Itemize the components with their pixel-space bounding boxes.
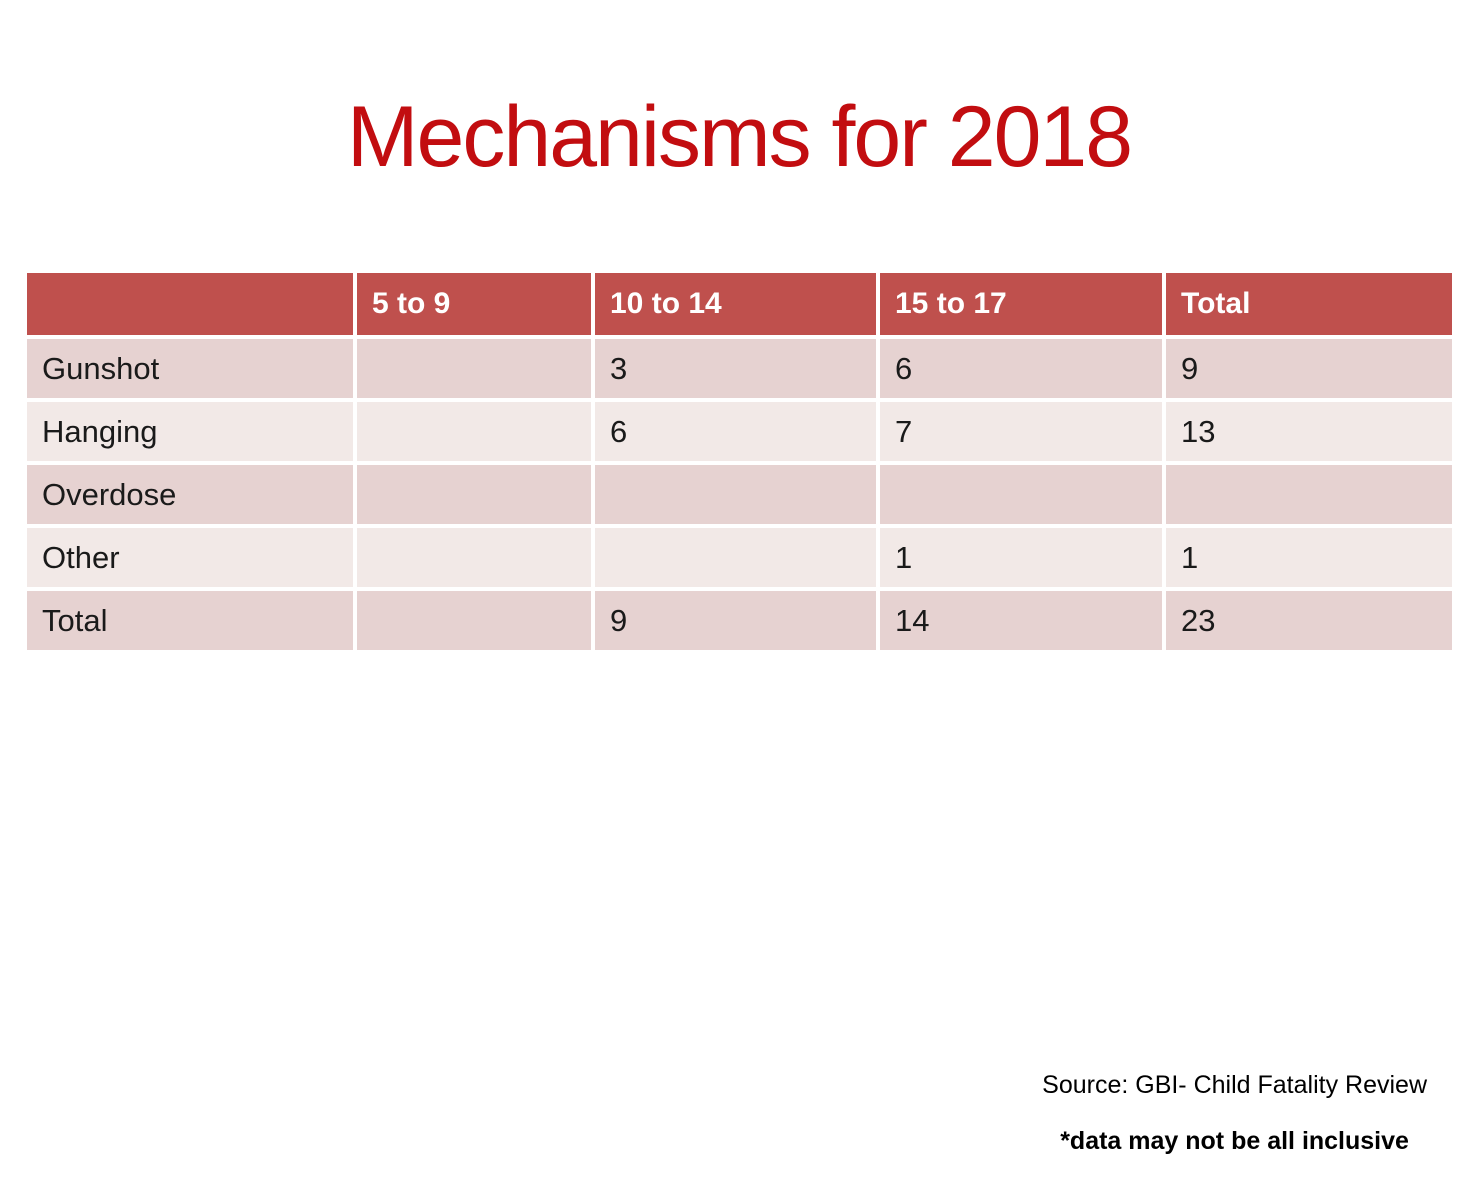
footer: Source: GBI- Child Fatality Review *data… [1042,1070,1427,1156]
cell-total-total: 23 [1166,591,1452,650]
col-header-5to9: 5 to 9 [357,273,591,335]
cell-hanging-total: 13 [1166,402,1452,461]
col-header-total: Total [1166,273,1452,335]
cell-overdose-total [1166,465,1452,524]
footnote-text: *data may not be all inclusive [1060,1127,1409,1155]
col-header-15to17: 15 to 17 [880,273,1162,335]
cell-other-5to9 [357,528,591,587]
cell-gunshot-total: 9 [1166,339,1452,398]
row-label-hanging: Hanging [27,402,353,461]
cell-gunshot-15to17: 6 [880,339,1162,398]
cell-hanging-15to17: 7 [880,402,1162,461]
cell-overdose-15to17 [880,465,1162,524]
cell-gunshot-10to14: 3 [595,339,876,398]
row-label-total: Total [27,591,353,650]
col-header-10to14: 10 to 14 [595,273,876,335]
slide-title: Mechanisms for 2018 [346,89,1133,185]
row-label-overdose: Overdose [27,465,353,524]
source-text: Source: GBI- Child Fatality Review [1042,1071,1427,1099]
cell-total-10to14: 9 [595,591,876,650]
cell-overdose-10to14 [595,465,876,524]
cell-other-15to17: 1 [880,528,1162,587]
cell-hanging-10to14: 6 [595,402,876,461]
mechanisms-table: 5 to 9 10 to 14 15 to 17 Total Gunshot 3… [27,273,1452,650]
cell-hanging-5to9 [357,402,591,461]
cell-overdose-5to9 [357,465,591,524]
row-label-other: Other [27,528,353,587]
cell-other-total: 1 [1166,528,1452,587]
cell-gunshot-5to9 [357,339,591,398]
cell-total-5to9 [357,591,591,650]
cell-other-10to14 [595,528,876,587]
col-header-blank [27,273,353,335]
row-label-gunshot: Gunshot [27,339,353,398]
cell-total-15to17: 14 [880,591,1162,650]
